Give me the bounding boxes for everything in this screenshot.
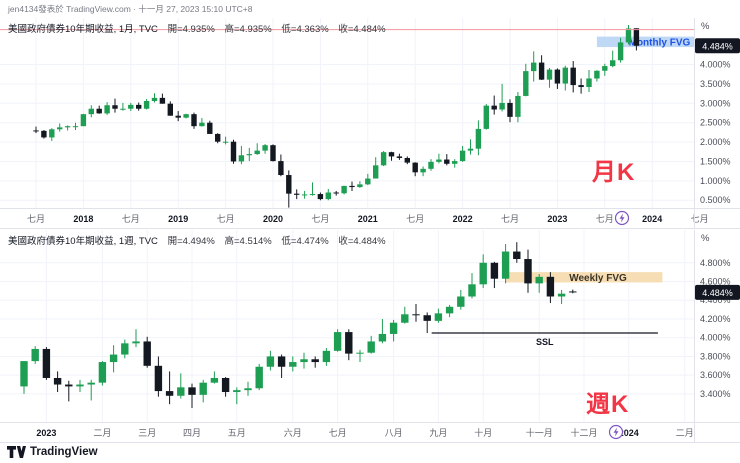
- svg-text:4.484%: 4.484%: [702, 41, 733, 51]
- close-value: 收=4.484%: [338, 236, 386, 247]
- svg-text:四月: 四月: [183, 428, 201, 438]
- time-axis-labels[interactable]: 七月 2018 七月 2019 七月 2020 七月 2021 七月 2022 七月 2023 七月 20…: [27, 214, 709, 224]
- svg-text:九月: 九月: [429, 428, 447, 438]
- svg-text:七月: 七月: [122, 214, 140, 224]
- svg-text:2021: 2021: [358, 214, 378, 224]
- fvg-band[interactable]: [505, 272, 663, 283]
- weekly-panel[interactable]: 4.800% 4.600% 4.400% 4.200% 4.000% 3.800% 3.60…: [0, 230, 740, 443]
- svg-text:七月: 七月: [691, 214, 709, 224]
- tradingview-brand-text[interactable]: TradingView: [30, 446, 98, 458]
- svg-text:七月: 七月: [406, 214, 424, 224]
- last-price-badge: 4.484%: [695, 284, 740, 300]
- monthly-chart-title: 美國政府債券10年期收益, 1月, TVC 開=4.935% 高=4.935% …: [8, 21, 386, 35]
- svg-text:1.500%: 1.500%: [700, 156, 731, 166]
- svg-text:十一月: 十一月: [526, 427, 553, 438]
- svg-text:二月: 二月: [676, 428, 694, 438]
- svg-text:2023: 2023: [547, 214, 567, 224]
- svg-text:3.600%: 3.600%: [700, 370, 731, 380]
- svg-text:3.500%: 3.500%: [700, 79, 731, 89]
- low-value: 低=4.474%: [281, 236, 329, 247]
- svg-text:十月: 十月: [474, 427, 492, 438]
- svg-text:七月: 七月: [329, 428, 347, 438]
- svg-text:七月: 七月: [217, 214, 235, 224]
- svg-text:2020: 2020: [263, 214, 283, 224]
- svg-text:4.800%: 4.800%: [700, 258, 731, 268]
- footer: TradingView: [7, 445, 98, 459]
- svg-text:4.000%: 4.000%: [700, 333, 731, 343]
- svg-text:4.200%: 4.200%: [700, 314, 731, 324]
- svg-text:3.800%: 3.800%: [700, 351, 731, 361]
- svg-text:4.600%: 4.600%: [700, 277, 731, 287]
- symbol-title: 美國政府債券10年期收益, 1週, TVC: [8, 236, 158, 247]
- svg-text:2022: 2022: [453, 214, 473, 224]
- open-value: 開=4.935%: [167, 24, 215, 35]
- svg-text:六月: 六月: [284, 427, 302, 438]
- monthly-panel[interactable]: 4.000% 3.500% 3.000% 2.500% 2.000% 1.500% 1.00…: [0, 18, 740, 229]
- svg-text:七月: 七月: [27, 214, 45, 224]
- weekly-interval-annotation: 週K: [586, 391, 630, 418]
- svg-text:2024: 2024: [642, 214, 662, 224]
- grid-layer: [0, 18, 694, 208]
- svg-text:3.400%: 3.400%: [700, 389, 731, 399]
- lightning-marker-icon[interactable]: [614, 210, 630, 226]
- percent-unit-label: %: [701, 233, 710, 244]
- candles-layer: [20, 242, 577, 408]
- open-value: 開=4.494%: [167, 236, 215, 247]
- svg-text:4.000%: 4.000%: [700, 60, 731, 70]
- high-value: 高=4.514%: [224, 236, 272, 247]
- svg-text:八月: 八月: [385, 428, 403, 438]
- svg-text:2024: 2024: [619, 428, 639, 438]
- svg-text:三月: 三月: [138, 428, 156, 438]
- tradingview-logo-icon[interactable]: [7, 445, 26, 459]
- last-price-badge: 4.484%: [695, 38, 740, 54]
- low-value: 低=4.363%: [281, 24, 329, 35]
- candles-layer: [33, 24, 640, 208]
- price-axis-labels[interactable]: 4.000% 3.500% 3.000% 2.500% 2.000% 1.500% 1.00…: [700, 60, 731, 206]
- fvg-label: Monthly FVG: [629, 37, 691, 48]
- svg-text:五月: 五月: [228, 428, 246, 438]
- price-axis-labels[interactable]: 4.800% 4.600% 4.400% 4.200% 4.000% 3.800% 3.60…: [700, 258, 731, 399]
- percent-unit-label: %: [701, 21, 710, 32]
- time-axis-labels[interactable]: 2023 二月 三月 四月 五月 六月 七月 八月 九月 十月 十一月 十二月 2024 二月: [36, 427, 693, 438]
- svg-text:2019: 2019: [168, 214, 188, 224]
- attribution-text: jen4134發表於 TradingView.com · 十一月 27, 202…: [8, 4, 253, 14]
- fvg-label: Weekly FVG: [569, 273, 627, 284]
- svg-text:1.000%: 1.000%: [700, 176, 731, 186]
- monthly-interval-annotation: 月K: [592, 159, 636, 186]
- svg-text:十二月: 十二月: [570, 427, 597, 438]
- ssl-label: SSL: [536, 337, 554, 347]
- svg-text:2.000%: 2.000%: [700, 137, 731, 147]
- fvg-band[interactable]: [596, 36, 694, 48]
- svg-text:2.500%: 2.500%: [700, 118, 731, 128]
- close-value: 收=4.484%: [338, 24, 386, 35]
- high-value: 高=4.935%: [224, 24, 272, 35]
- weekly-chart-title: 美國政府債券10年期收益, 1週, TVC 開=4.494% 高=4.514% …: [8, 233, 386, 247]
- svg-text:2023: 2023: [36, 428, 56, 438]
- svg-text:2018: 2018: [73, 214, 93, 224]
- svg-text:二月: 二月: [93, 428, 111, 438]
- lightning-marker-icon[interactable]: [608, 424, 624, 440]
- svg-text:4.400%: 4.400%: [700, 295, 731, 305]
- svg-text:七月: 七月: [311, 214, 329, 224]
- svg-text:3.000%: 3.000%: [700, 98, 731, 108]
- svg-text:七月: 七月: [596, 214, 614, 224]
- svg-text:七月: 七月: [501, 214, 519, 224]
- symbol-title: 美國政府債券10年期收益, 1月, TVC: [8, 24, 158, 35]
- svg-text:0.500%: 0.500%: [700, 195, 731, 205]
- svg-text:4.484%: 4.484%: [702, 288, 733, 298]
